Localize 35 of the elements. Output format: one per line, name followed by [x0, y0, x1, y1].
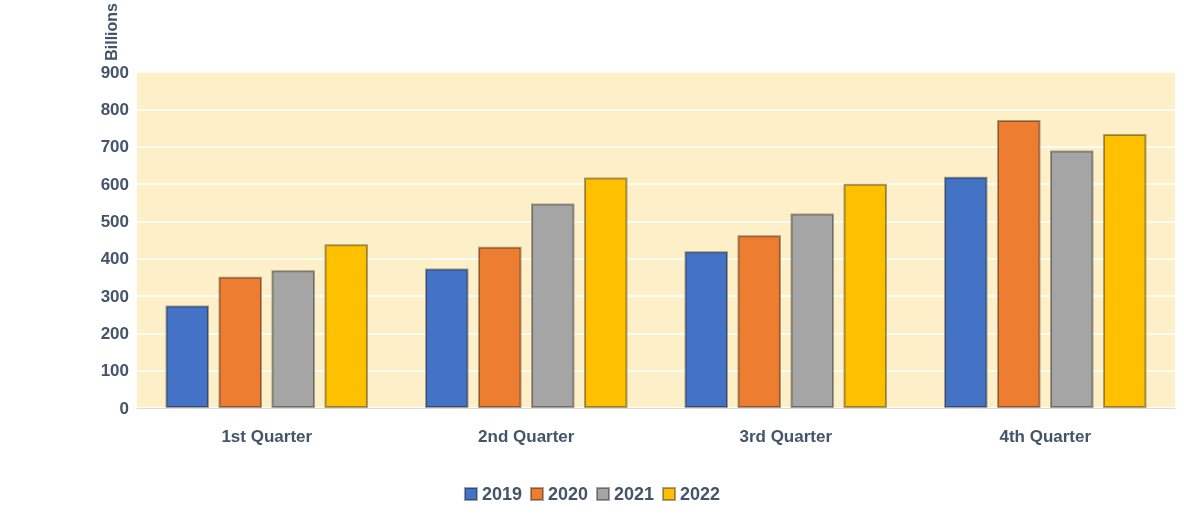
bar — [1103, 134, 1147, 408]
x-tick-label: 1st Quarter — [221, 427, 313, 446]
y-tick-label: 500 — [100, 211, 129, 231]
bar — [1050, 150, 1094, 408]
bar — [165, 305, 209, 408]
bar — [790, 213, 834, 408]
y-tick-label: 900 — [100, 62, 129, 82]
x-tick-label: 2nd Quarter — [478, 427, 575, 446]
bar — [997, 119, 1041, 408]
y-tick-label: 700 — [100, 137, 129, 157]
y-tick-label: 100 — [100, 361, 129, 381]
bar — [843, 183, 887, 408]
bar — [271, 270, 315, 408]
bar — [737, 235, 781, 408]
x-tick-label: 4th Quarter — [999, 427, 1092, 446]
bar — [684, 251, 728, 408]
bar — [425, 268, 469, 408]
y-tick-label: 300 — [100, 286, 129, 306]
legend-label: 2019 — [481, 484, 522, 504]
y-axis-title: Billions — [102, 2, 120, 61]
y-tick-label: 400 — [100, 249, 129, 269]
bar — [944, 176, 988, 408]
y-tick-label: 200 — [100, 323, 129, 343]
bar — [531, 203, 575, 408]
legend-label: 2022 — [680, 484, 721, 504]
bar — [218, 276, 262, 408]
legend-label: 2020 — [547, 484, 588, 504]
y-tick-label: 600 — [100, 174, 129, 194]
bar — [478, 246, 522, 408]
bar — [324, 244, 368, 408]
y-tick-label: 800 — [100, 99, 129, 119]
x-tick-label: 3rd Quarter — [739, 427, 833, 446]
y-tick-label: 0 — [119, 398, 129, 418]
bar — [584, 177, 628, 408]
legend-label: 2021 — [614, 484, 655, 504]
